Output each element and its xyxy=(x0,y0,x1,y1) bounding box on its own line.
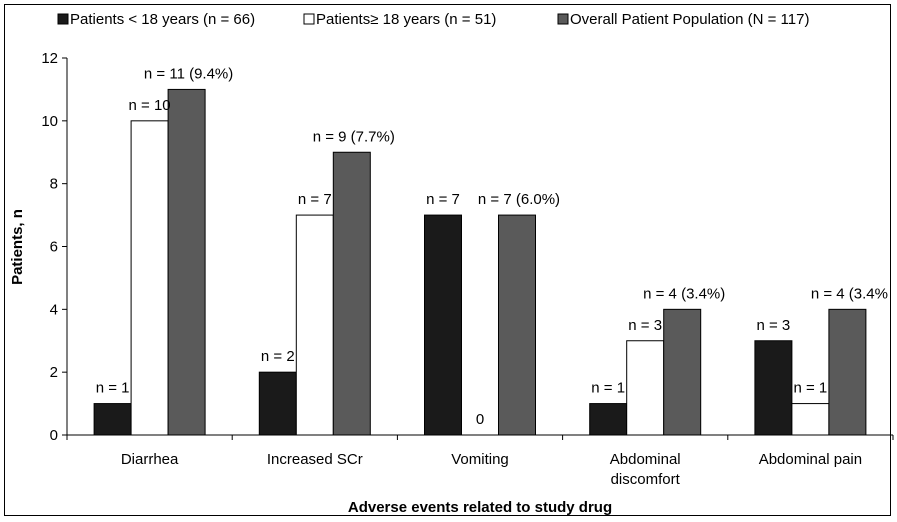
bar xyxy=(93,403,132,436)
x-axis-title: Adverse events related to study drug xyxy=(348,499,612,516)
bar xyxy=(295,214,334,436)
data-label: n = 7 xyxy=(298,191,332,208)
data-label: n = 4 (3.4% xyxy=(811,285,888,302)
data-label: n = 9 (7.7%) xyxy=(313,128,395,145)
bar xyxy=(589,403,628,436)
data-label: n = 1 xyxy=(96,380,130,397)
x-tick-label: Vomiting xyxy=(451,451,509,468)
bar xyxy=(754,340,793,436)
legend-swatch xyxy=(57,13,69,25)
x-tick-label: Abdominal pain xyxy=(759,451,862,468)
bar xyxy=(332,151,371,436)
y-tick-label: 8 xyxy=(50,176,58,193)
x-tick-label: Increased SCr xyxy=(267,451,363,468)
y-tick-label: 10 xyxy=(41,113,58,130)
legend-swatch xyxy=(303,13,315,25)
bar xyxy=(663,308,702,436)
legend-label: Patients≥ 18 years (n = 51) xyxy=(316,11,496,28)
y-tick-label: 4 xyxy=(50,301,58,318)
legend: Patients < 18 years (n = 66) Patients≥ 18… xyxy=(57,11,809,28)
y-axis: 0 2 4 6 8 10 12 xyxy=(41,50,68,444)
bar xyxy=(130,120,169,436)
legend-swatch xyxy=(557,13,569,25)
bar xyxy=(258,371,297,436)
data-label: n = 11 (9.4%) xyxy=(144,65,233,82)
bar xyxy=(791,403,830,436)
y-tick-label: 2 xyxy=(50,364,58,381)
bar xyxy=(828,308,867,436)
x-tick-label: Abdominal xyxy=(610,451,681,468)
data-label: n = 10 xyxy=(129,97,171,114)
bars xyxy=(93,88,867,436)
data-labels: n = 1n = 10n = 11 (9.4%)n = 2n = 7n = 9 … xyxy=(96,65,888,428)
y-axis-title: Patients, n xyxy=(9,209,26,285)
bar xyxy=(167,88,206,436)
bar xyxy=(498,214,536,436)
bar xyxy=(626,340,665,436)
x-axis: Diarrhea Increased SCr Vomiting Abdominal di… xyxy=(66,434,894,488)
legend-label: Patients < 18 years (n = 66) xyxy=(70,11,255,28)
bar xyxy=(424,214,462,436)
x-tick-label: Diarrhea xyxy=(121,451,179,468)
data-label: n = 1 xyxy=(794,380,828,397)
data-label: 0 xyxy=(476,411,484,428)
legend-label: Overall Patient Population (N = 117) xyxy=(570,11,809,28)
chart-frame xyxy=(4,4,891,516)
data-label: n = 7 xyxy=(426,191,460,208)
y-tick-label: 6 xyxy=(50,239,58,256)
data-label: n = 3 xyxy=(757,317,791,334)
y-tick-label: 0 xyxy=(50,427,58,444)
y-tick-label: 12 xyxy=(41,50,58,67)
data-label: n = 2 xyxy=(261,348,295,365)
data-label: n = 3 xyxy=(628,317,662,334)
data-label: n = 7 (6.0%) xyxy=(478,191,560,208)
data-label: n = 1 xyxy=(591,380,625,397)
x-tick-label: discomfort xyxy=(611,471,681,488)
data-label: n = 4 (3.4%) xyxy=(643,285,725,302)
